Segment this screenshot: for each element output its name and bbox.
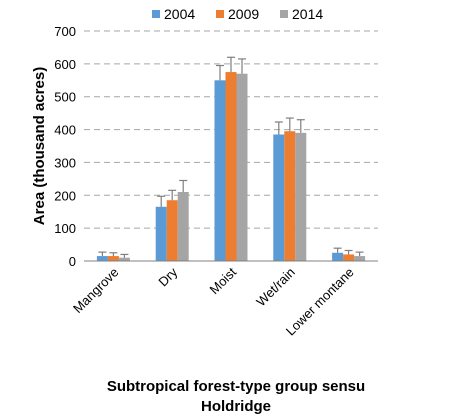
legend-swatch-2009	[216, 10, 224, 18]
bar-2009-1	[166, 200, 178, 261]
y-tick-label: 600	[54, 57, 76, 72]
legend-label: 2009	[228, 6, 259, 22]
bar-2014-2	[236, 73, 248, 261]
bar-2004-0	[96, 256, 108, 261]
y-tick-label: 700	[54, 24, 76, 39]
bar-group	[96, 72, 366, 262]
bar-2014-0	[118, 257, 130, 261]
legend-label: 2014	[292, 6, 323, 22]
x-axis-title-line-2: Holdridge	[201, 398, 271, 415]
bar-2004-4	[332, 252, 344, 261]
x-tick-label: Mangrove	[70, 265, 121, 316]
x-tick-label: Wet/rain	[253, 265, 298, 310]
y-tick-label: 500	[54, 90, 76, 105]
bar-2014-4	[354, 256, 366, 261]
error-bar-group	[98, 56, 364, 258]
y-tick-labels: 0 100 200 300 400 500 600 700	[54, 24, 76, 269]
bar-2009-0	[107, 256, 119, 261]
y-tick-label: 300	[54, 155, 76, 170]
x-axis-title-line-1: Subtropical forest-type group sensu	[107, 378, 365, 395]
bar-2009-3	[284, 131, 296, 261]
bar-2004-3	[273, 134, 285, 261]
bar-2014-1	[177, 192, 189, 261]
legend: 2004 2009 2014	[152, 6, 323, 22]
legend-label: 2004	[164, 6, 195, 22]
bar-2004-2	[214, 80, 226, 262]
bar-2009-2	[225, 72, 237, 261]
x-tick-label: Moist	[207, 264, 240, 297]
bar-2004-1	[155, 206, 167, 261]
bar-2009-4	[343, 254, 355, 261]
y-axis-title: Area (thousand acres)	[31, 67, 48, 225]
y-tick-label: 200	[54, 188, 76, 203]
y-tick-label: 0	[69, 254, 76, 269]
legend-swatch-2004	[152, 10, 160, 18]
bar-2014-3	[295, 132, 307, 261]
gridlines	[84, 30, 378, 229]
x-tick-label: Dry	[155, 264, 180, 289]
legend-swatch-2014	[280, 10, 288, 18]
y-tick-label: 400	[54, 123, 76, 138]
y-tick-label: 100	[54, 221, 76, 236]
